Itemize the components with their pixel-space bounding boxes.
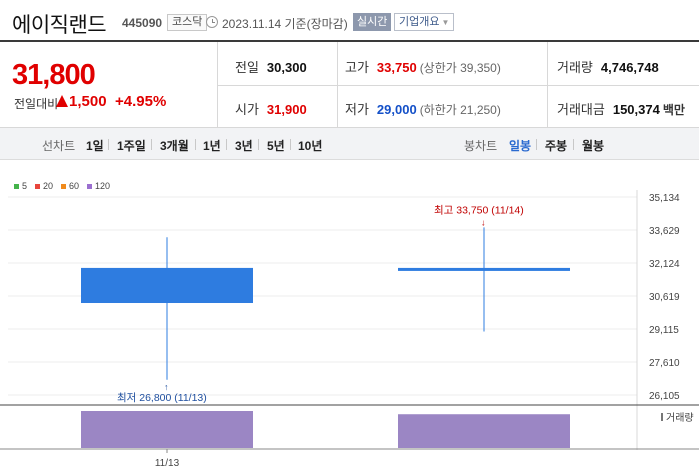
volume-legend-swatch [661,413,663,421]
legend-label: 20 [43,181,54,191]
legend-label: 5 [22,181,28,191]
company-overview-label: 기업개요 [399,16,440,28]
y-tick-label: 27,610 [649,358,680,369]
triangle-up-icon [56,95,68,107]
tab-separator [151,139,152,150]
chart-legend: 5 20 60 120 [14,181,110,191]
tab-separator [195,139,196,150]
volume-bar [398,414,570,448]
current-price: 31,800 [12,59,96,91]
legend-item-5[interactable]: 5 [14,181,27,191]
tab-separator [536,139,537,150]
market-badge: 코스닥 [167,14,208,31]
change-amount: 1,500 [56,93,107,110]
candle-chart-label: 봉차트 [464,139,498,153]
realtime-button[interactable]: 실시간 [353,13,392,31]
change-label: 전일대비 [14,97,59,111]
prev-close-value: 30,300 [266,60,307,75]
y-tick-label: 26,105 [649,391,680,402]
high-cell: 고가 33,750 (상한가 39,350) [345,57,501,76]
tab-separator [573,139,574,150]
arrow-down-icon: ↓ [481,217,486,227]
y-tick-label: 30,619 [649,292,680,303]
clock-icon [206,16,218,28]
amount-value: 150,374 [612,102,660,117]
line-chart-label: 선차트 [42,139,76,153]
tab-separator [226,139,227,150]
prev-close-label: 전일 [235,60,259,75]
high-value: 33,750 [376,60,417,75]
tab-separator [290,139,291,150]
y-tick-label: 33,629 [649,226,680,237]
low-annotation: 최저 26,800 (11/13) [117,392,207,404]
legend-item-60[interactable]: 60 [61,181,79,191]
price-summary: 31,800 전일대비 1,500 +4.95% 전일 30,300 고가 33,7… [0,42,699,128]
low-value: 29,000 [376,102,417,117]
volume-value: 4,746,748 [600,60,659,75]
tab-3m[interactable]: 3개월 [160,139,189,153]
legend-item-20[interactable]: 20 [35,181,53,191]
y-tick-label: 35,134 [649,193,680,204]
company-overview-button[interactable]: 기업개요 ▼ [394,13,455,31]
stock-code: 445090 [122,16,163,30]
candle-body [398,267,570,271]
tab-1d[interactable]: 1일 [86,139,104,153]
change-amount-value: 1,500 [69,93,107,110]
legend-swatch [87,183,93,189]
tab-weekly[interactable]: 주봉 [545,139,568,153]
divider [217,85,699,86]
chart-tabs: 선차트 1일 1주일 3개월 1년 3년 5년 10년 봉차트 일봉 주봉 월봉 [0,128,699,160]
legend-item-120[interactable]: 120 [87,181,110,191]
legend-swatch [61,183,67,189]
low-label: 저가 [345,102,369,117]
tab-daily[interactable]: 일봉 [509,139,532,153]
tab-1y[interactable]: 1년 [203,139,221,153]
legend-label: 60 [69,181,80,191]
candlestick-chart[interactable]: 35,134 33,629 32,124 30,619 29,115 27,610 26,1… [0,160,699,474]
change-percent: +4.95% [115,93,167,110]
tab-3y[interactable]: 3년 [235,139,253,153]
volume-label: 거래량 [557,60,593,75]
volume-cell: 거래량 4,746,748 [557,57,659,76]
arrow-up-icon: ↑ [164,382,169,392]
high-annotation: 최고 33,750 (11/14) [434,204,524,216]
open-label: 시가 [235,102,259,117]
upper-limit: (상한가 39,350) [419,61,501,75]
open-value: 31,900 [266,102,307,117]
tab-10y[interactable]: 10년 [298,139,323,153]
stock-header: 에이직랜드 445090 코스닥 2023.11.14 기준(장마감) 실시간 … [0,0,699,42]
low-cell: 저가 29,000 (하한가 21,250) [345,99,501,118]
candle-body [81,267,253,304]
amount-unit: 백만 [662,103,685,117]
volume-legend-label: 거래량 [666,412,694,424]
tab-separator [258,139,259,150]
stock-name: 에이직랜드 [12,14,107,37]
caret-down-icon: ▼ [441,18,450,27]
tab-1w[interactable]: 1주일 [117,139,146,153]
amount-label: 거래대금 [557,102,605,117]
amount-cell: 거래대금 150,374 백만 [557,99,685,118]
legend-swatch [35,183,41,189]
legend-swatch [14,183,19,189]
x-tick-label: 11/13 [155,458,180,469]
tab-monthly[interactable]: 월봉 [582,139,605,153]
open-cell: 시가 31,900 [235,99,307,118]
date-text: 2023.11.14 기준(장마감) [222,17,348,31]
legend-label: 120 [95,181,111,191]
lower-limit: (하한가 21,250) [419,103,501,117]
tab-5y[interactable]: 5년 [267,139,285,153]
high-label: 고가 [345,60,369,75]
volume-bar [81,411,253,448]
y-tick-label: 32,124 [649,259,680,270]
prev-close-cell: 전일 30,300 [235,57,307,76]
y-tick-label: 29,115 [649,325,679,336]
tab-separator [108,139,109,150]
